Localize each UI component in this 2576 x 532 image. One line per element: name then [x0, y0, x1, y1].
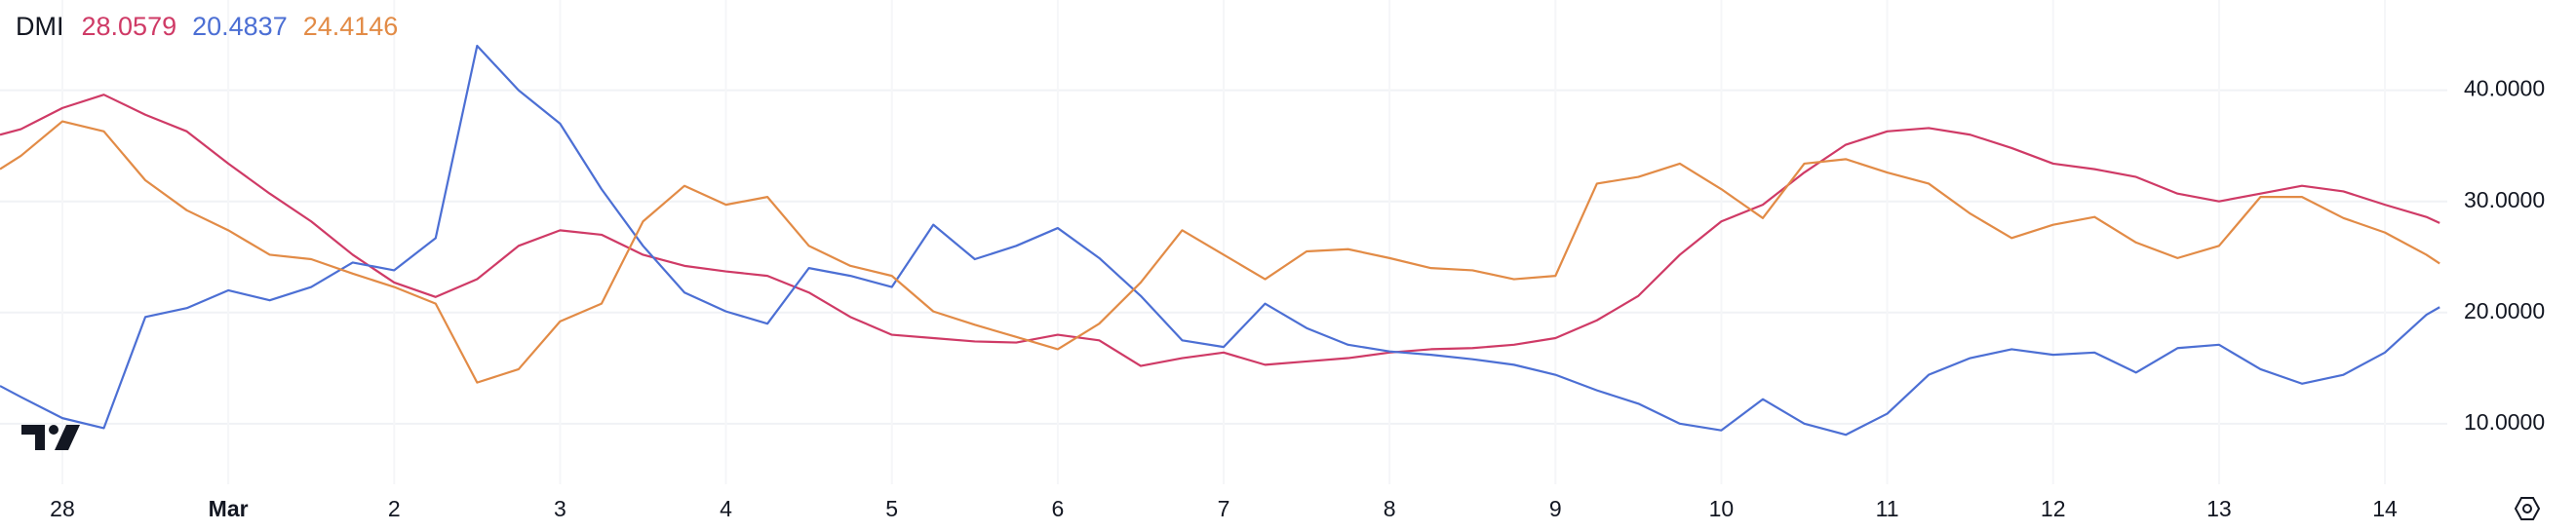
x-tick-label: 8: [1384, 496, 1396, 521]
settings-icon[interactable]: [2522, 504, 2532, 513]
x-tick-label: 3: [554, 496, 566, 521]
x-tick-label: 12: [2041, 496, 2066, 521]
logo-part: [49, 425, 59, 435]
series-line: [0, 120, 2440, 384]
series-line: [0, 44, 2440, 437]
x-tick-label: Mar: [209, 496, 249, 521]
x-tick-label: 10: [1709, 496, 1735, 521]
y-tick-label: 20.0000: [2464, 298, 2545, 323]
tradingview-logo: [21, 425, 80, 450]
x-tick-label: 6: [1051, 496, 1064, 521]
grid: [0, 89, 2447, 425]
y-tick-label: 40.0000: [2464, 76, 2545, 101]
legend-value: 24.4146: [303, 12, 399, 41]
y-tick-label: 10.0000: [2464, 409, 2545, 435]
plot: [0, 44, 2440, 437]
x-tick-label: 5: [885, 496, 898, 521]
x-tick-label: 2: [388, 496, 401, 521]
logo-part: [21, 425, 45, 450]
logo-part: [55, 425, 80, 450]
legend-value: 20.4837: [192, 12, 288, 41]
axes: 10.0000 20.0000 30.0000 40.0000 28 Mar 2 3 4 5 6 7 8…: [50, 76, 2545, 521]
x-tick-label: 28: [50, 496, 75, 521]
x-tick-label: 11: [1876, 496, 1899, 521]
y-tick-label: 30.0000: [2464, 187, 2545, 212]
x-tick-label: 13: [2206, 496, 2232, 521]
x-tick-label: 14: [2372, 496, 2398, 521]
legend-value: 28.0579: [82, 12, 177, 41]
series-line: [0, 94, 2440, 367]
settings-button[interactable]: [2514, 497, 2541, 520]
settings-icon[interactable]: [2514, 497, 2541, 520]
indicator-title: DMI: [16, 12, 64, 41]
x-tick-label: 7: [1218, 496, 1230, 521]
header: DMI 28.0579 20.4837 24.4146: [16, 12, 398, 41]
x-tick-label: 9: [1549, 496, 1562, 521]
x-tick-label: 4: [720, 496, 732, 521]
